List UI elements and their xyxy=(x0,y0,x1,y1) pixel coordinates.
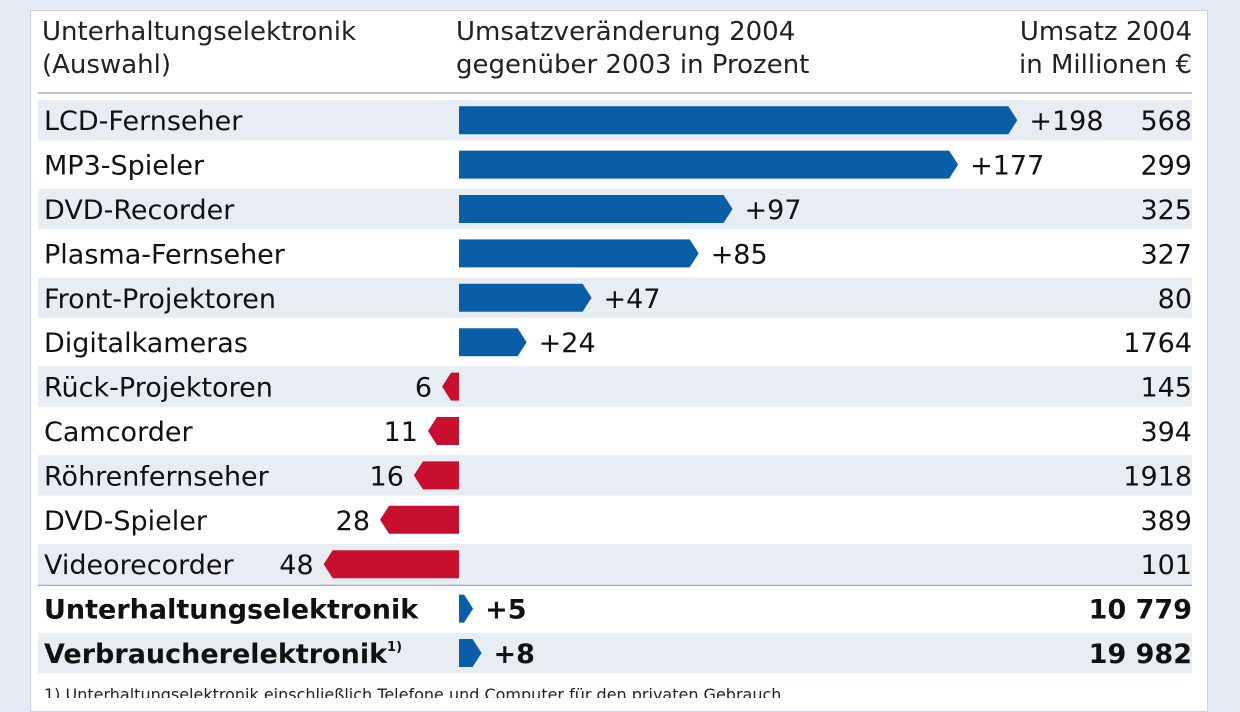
header-change-line-1: Umsatzveränderung 2004 xyxy=(456,17,796,47)
header-category: Unterhaltungselektronik (Auswahl) xyxy=(42,16,356,82)
row-band xyxy=(38,632,1192,674)
row-band xyxy=(38,366,1192,407)
row-label: Verbraucherelektronik1) xyxy=(44,639,402,670)
row-label: Front-Projektoren xyxy=(44,284,276,315)
header-revenue: Umsatz 2004 in Millionen € xyxy=(1019,16,1192,82)
change-label: +47 xyxy=(604,284,661,315)
change-label: 28 xyxy=(336,506,370,537)
row-label: Camcorder xyxy=(44,417,193,448)
row-label: MP3-Spieler xyxy=(44,151,205,182)
bar xyxy=(459,150,959,179)
bar xyxy=(459,639,482,667)
row-band xyxy=(38,277,1192,318)
revenue-value: 10 779 xyxy=(1089,595,1192,626)
footnote: 1) Unterhaltungselektronik einschließlic… xyxy=(44,685,781,698)
row-label: Röhrenfernseher xyxy=(44,461,270,492)
change-label: +8 xyxy=(494,639,535,670)
row-label: Plasma-Fernseher xyxy=(44,239,286,270)
revenue-value: 394 xyxy=(1140,417,1192,448)
change-label: +5 xyxy=(485,595,526,626)
header-change: Umsatzveränderung 2004 gegenüber 2003 in… xyxy=(456,16,809,82)
revenue-value: 1764 xyxy=(1123,328,1192,359)
change-label: +198 xyxy=(1029,106,1103,137)
header-revenue-line-2: in Millionen € xyxy=(1019,50,1192,80)
row-label: Rück-Projektoren xyxy=(44,373,273,404)
bar xyxy=(459,239,699,268)
bar xyxy=(442,372,459,401)
revenue-value: 101 xyxy=(1140,550,1192,581)
row-band xyxy=(38,455,1192,496)
header-category-line-1: Unterhaltungselektronik xyxy=(42,17,357,47)
revenue-value: 325 xyxy=(1140,195,1192,226)
change-label: +97 xyxy=(745,195,802,226)
header-revenue-line-1: Umsatz 2004 xyxy=(1019,17,1192,47)
row-label: Unterhaltungselektronik xyxy=(44,595,419,626)
revenue-value: 389 xyxy=(1140,506,1192,537)
change-label: +177 xyxy=(970,151,1044,182)
row-band xyxy=(38,544,1192,585)
bar xyxy=(380,505,459,534)
row-label: Digitalkameras xyxy=(44,328,248,359)
bar xyxy=(459,328,527,357)
change-label: 48 xyxy=(279,550,313,581)
row-label: DVD-Recorder xyxy=(44,195,235,226)
row-label: DVD-Spieler xyxy=(44,506,208,537)
revenue-value: 145 xyxy=(1140,373,1192,404)
row-label: LCD-Fernseher xyxy=(44,106,243,137)
change-label: +85 xyxy=(711,239,768,270)
bar xyxy=(427,417,459,445)
revenue-value: 568 xyxy=(1140,106,1192,137)
bar xyxy=(323,550,459,579)
revenue-value: 1918 xyxy=(1123,461,1192,492)
change-label: 16 xyxy=(370,461,404,492)
change-label: +24 xyxy=(539,328,596,359)
revenue-value: 299 xyxy=(1140,151,1192,182)
revenue-value: 80 xyxy=(1158,284,1192,315)
bar xyxy=(459,106,1018,135)
bar xyxy=(459,195,733,223)
header-change-line-2: gegenüber 2003 in Prozent xyxy=(456,50,810,80)
footnote-marker: 1) xyxy=(387,640,402,655)
change-label: 6 xyxy=(415,373,432,404)
revenue-value: 327 xyxy=(1140,239,1192,270)
header-category-line-2: (Auswahl) xyxy=(42,50,171,80)
bar xyxy=(413,461,459,490)
revenue-value: 19 982 xyxy=(1089,639,1192,670)
bar xyxy=(459,594,474,623)
row-label: Videorecorder xyxy=(44,550,235,581)
bar xyxy=(459,283,592,312)
change-label: 11 xyxy=(384,417,418,448)
